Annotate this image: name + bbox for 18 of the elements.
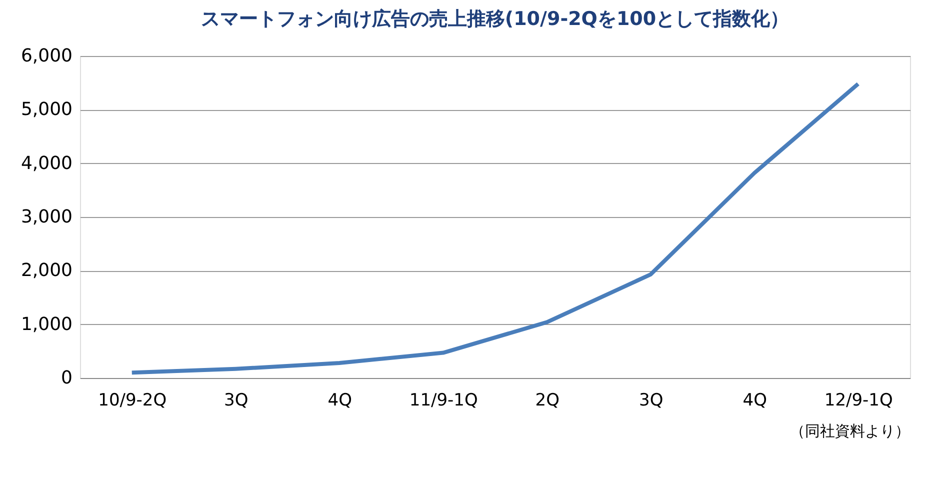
chart-title: スマートフォン向け広告の売上推移(10/9-2Qを100として指数化） <box>200 8 790 30</box>
y-tick-label: 4,000 <box>20 152 72 174</box>
x-tick-label: 3Q <box>224 390 248 410</box>
x-tick-label: 10/9-2Q <box>98 390 167 410</box>
line-series <box>130 82 860 375</box>
text: （同社資料より） <box>790 422 910 440</box>
y-tick-label: 2,000 <box>20 260 72 282</box>
y-tick-label: 5,000 <box>20 99 72 120</box>
x-tick-label: 3Q <box>639 390 664 410</box>
x-tick-label: 2Q <box>535 390 560 410</box>
x-tick-label: 11/9-1Q <box>409 390 478 410</box>
x-tick-label: 12/9-1Q <box>824 390 893 410</box>
x-tick-label: 4Q <box>742 390 767 410</box>
y-tick-label: 1,000 <box>20 314 72 335</box>
y-tick-label: 6,000 <box>20 46 72 66</box>
y-tick-label: 0 <box>61 368 72 388</box>
y-tick-label: 3,000 <box>20 206 72 228</box>
x-tick-label: 4Q <box>328 390 352 410</box>
